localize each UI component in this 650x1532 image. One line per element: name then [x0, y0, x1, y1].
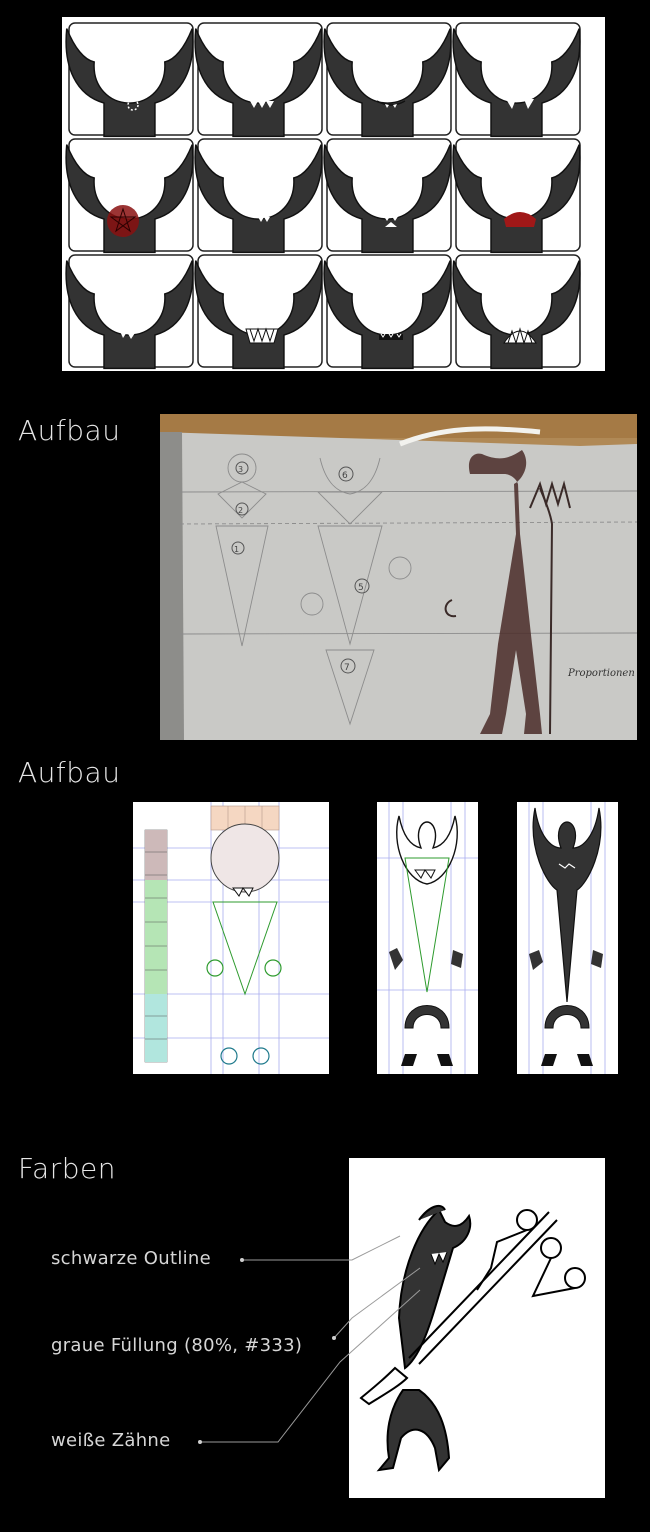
fangs-mouth-icon	[506, 99, 534, 109]
legend-teeth-label: weiße Zähne	[51, 1430, 171, 1451]
wide-teeth-mouth-icon	[379, 333, 403, 340]
red-pentagram-mouth-icon	[107, 205, 139, 237]
big-fangs-mouth-icon	[503, 327, 537, 345]
sketch-number-5: 5	[358, 583, 364, 593]
construction-guides-drawing	[133, 802, 329, 1074]
construction-panel-guides	[133, 802, 329, 1074]
expression-sheet	[62, 17, 605, 371]
grin-mouth-icon	[245, 327, 279, 344]
section-heading-farben: Farben	[18, 1152, 116, 1185]
construction-panel-final	[517, 802, 618, 1074]
expression-tile	[65, 22, 194, 138]
construction-final-drawing	[528, 802, 606, 1074]
sketch-number-1: 1	[234, 545, 239, 554]
sketch-number-7: 7	[344, 663, 350, 673]
teeth-mouth-icon	[250, 101, 274, 108]
sketch-number-2: 2	[238, 506, 243, 515]
expression-tile	[323, 22, 452, 138]
section-heading-aufbau: Aufbau	[18, 414, 121, 447]
red-mouth-icon	[504, 212, 536, 227]
smile-mouth-icon	[376, 100, 406, 108]
expression-tile	[323, 138, 452, 254]
expression-tile	[452, 22, 581, 138]
expression-tile	[452, 254, 581, 370]
construction-panel-lineart	[377, 802, 478, 1074]
expression-tile	[65, 138, 194, 254]
legend-outline-label: schwarze Outline	[51, 1248, 211, 1269]
expression-tile	[323, 254, 452, 370]
section-heading-aufbau-2: Aufbau	[18, 756, 121, 789]
sketch-note: Proportionen angenau	[567, 668, 637, 679]
sketch-drawing: 3 2 1 6 5 7 Proportionen angenau	[160, 414, 637, 740]
legend-fill-label: graue Füllung (80%, #333)	[51, 1335, 303, 1356]
small-teeth-mouth-icon	[254, 217, 270, 222]
pentagram-mouth-icon	[127, 99, 139, 111]
expression-tile	[194, 22, 323, 138]
construction-lineart-drawing	[377, 802, 478, 1074]
expression-tile	[194, 138, 323, 254]
farben-illustration	[349, 1158, 605, 1498]
side-teeth-mouth-icon	[119, 329, 135, 339]
stacked-teeth-mouth-icon	[383, 215, 399, 227]
sketch-number-6: 6	[342, 471, 348, 481]
expression-tile	[194, 254, 323, 370]
expression-tile	[452, 138, 581, 254]
sketch-photo: 3 2 1 6 5 7 Proportionen angenau	[160, 414, 637, 740]
expression-grid	[65, 22, 581, 370]
expression-tile	[65, 254, 194, 370]
farben-illustration-drawing	[359, 1204, 586, 1473]
sketch-number-3: 3	[238, 465, 243, 474]
